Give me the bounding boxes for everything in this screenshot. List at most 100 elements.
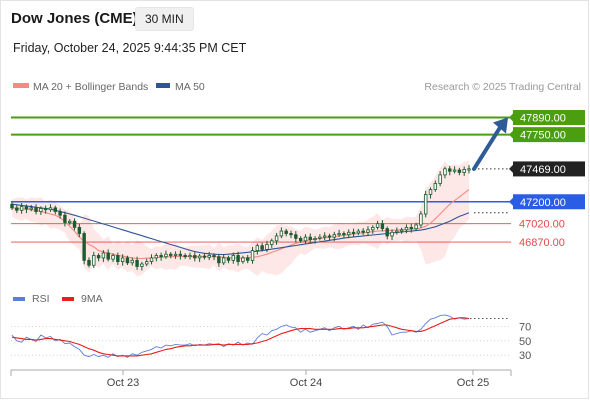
candle-body — [159, 255, 163, 258]
x-tick-label: Oct 23 — [107, 377, 139, 389]
candle-body — [92, 255, 96, 266]
candle-body — [173, 253, 178, 256]
candle-body — [87, 259, 91, 266]
candle-body — [77, 226, 82, 234]
candle-body — [231, 255, 235, 261]
candle-body — [140, 263, 144, 267]
candle-body — [183, 255, 187, 258]
candle-body — [197, 255, 202, 259]
candle-body — [318, 236, 322, 239]
candle-body — [212, 255, 216, 258]
candle-body — [327, 235, 332, 238]
credit-text: Research © 2025 Trading Central — [424, 81, 581, 93]
candle-body — [419, 213, 423, 226]
candle-body — [371, 226, 375, 231]
candle-body — [462, 169, 466, 173]
candle-body — [428, 189, 433, 195]
projection-arrow-head — [493, 117, 508, 134]
9ma-line — [11, 317, 470, 357]
candle-body — [322, 235, 327, 238]
candle-body — [274, 235, 279, 242]
candle-body — [399, 229, 404, 232]
candle-body — [29, 207, 33, 210]
candle-body — [68, 220, 72, 223]
candle-body — [279, 230, 284, 237]
rsi-plot: 70 50 30 — [11, 314, 531, 362]
candle-body — [120, 257, 125, 262]
candle-body — [202, 255, 207, 258]
candle-body — [448, 168, 452, 172]
bollinger-band — [12, 160, 469, 277]
x-tick-label: Oct 25 — [457, 377, 489, 389]
level-label-47020.00: 47020.00 — [519, 219, 565, 231]
level-badge-pointer — [509, 164, 513, 173]
candle-body — [217, 256, 221, 264]
candle-body — [82, 233, 86, 261]
candle-body — [24, 206, 29, 210]
candle-body — [106, 252, 110, 260]
candle-body — [395, 230, 399, 233]
candle-body — [347, 231, 351, 236]
rsi-legend: RSI 9MA — [13, 293, 103, 305]
candle-body — [443, 168, 447, 176]
rsi-legend-swatch — [13, 297, 25, 301]
level-label-47200.00: 47200.00 — [520, 197, 566, 209]
candle-body — [375, 223, 380, 228]
candle-body — [19, 206, 24, 211]
level-badge-pointer — [509, 197, 513, 206]
header-bar: Dow Jones (CME) 30 MIN — [0, 0, 590, 36]
candle-body — [246, 257, 250, 261]
candle-body — [169, 253, 173, 256]
candle-body — [193, 255, 197, 259]
ma50-legend-label: MA 50 — [175, 81, 205, 93]
candle-body — [39, 208, 43, 212]
candle-body — [298, 237, 303, 242]
ma20-legend-label: MA 20 + Bollinger Bands — [33, 81, 148, 93]
candle-body — [58, 211, 62, 216]
candle-body — [116, 255, 120, 262]
candle-body — [130, 259, 134, 264]
candle-body — [10, 203, 14, 209]
candle-body — [313, 237, 317, 240]
candle-body — [351, 231, 356, 234]
candle-body — [226, 257, 231, 261]
rsi-tick-label: 30 — [519, 350, 531, 362]
level-badge-pointer — [509, 113, 513, 122]
candle-body — [154, 255, 159, 259]
level-badge-47200.00 — [513, 194, 585, 210]
level-badge-47750.00 — [513, 127, 585, 143]
rsi-line — [11, 314, 470, 358]
candle-body — [43, 208, 48, 211]
candle-body — [101, 252, 106, 259]
candle-body — [53, 207, 58, 212]
page-title: Dow Jones (CME) — [11, 10, 138, 27]
candle-body — [356, 230, 361, 234]
candle-body — [241, 257, 245, 262]
candle-body — [457, 169, 462, 173]
candle-body — [48, 207, 53, 211]
candle-body — [164, 253, 168, 258]
candle-body — [188, 255, 192, 258]
candle-body — [438, 174, 442, 184]
candle-body — [385, 228, 389, 237]
rsi-tick-label: 50 — [519, 336, 531, 348]
candle-body — [111, 255, 115, 260]
candle-body — [303, 236, 308, 242]
rsi-tick-label: 70 — [519, 321, 531, 333]
candle-body — [404, 226, 409, 231]
rsi-legend-label: RSI — [32, 293, 50, 305]
timeframe-badge[interactable]: 30 MIN — [135, 7, 194, 31]
candle-body — [409, 226, 413, 230]
candle-body — [284, 230, 288, 234]
9ma-legend-label: 9MA — [81, 293, 103, 305]
projection-arrow-shaft — [472, 125, 502, 171]
candle-body — [15, 207, 19, 211]
candle-body — [289, 233, 293, 236]
candle-body — [250, 250, 255, 261]
level-badge-pointer — [509, 130, 513, 139]
candle-body — [294, 234, 298, 239]
candle-body — [125, 257, 130, 264]
candle-body — [452, 169, 457, 172]
candle-body — [308, 236, 312, 240]
level-label-46870.00: 46870.00 — [519, 237, 565, 249]
